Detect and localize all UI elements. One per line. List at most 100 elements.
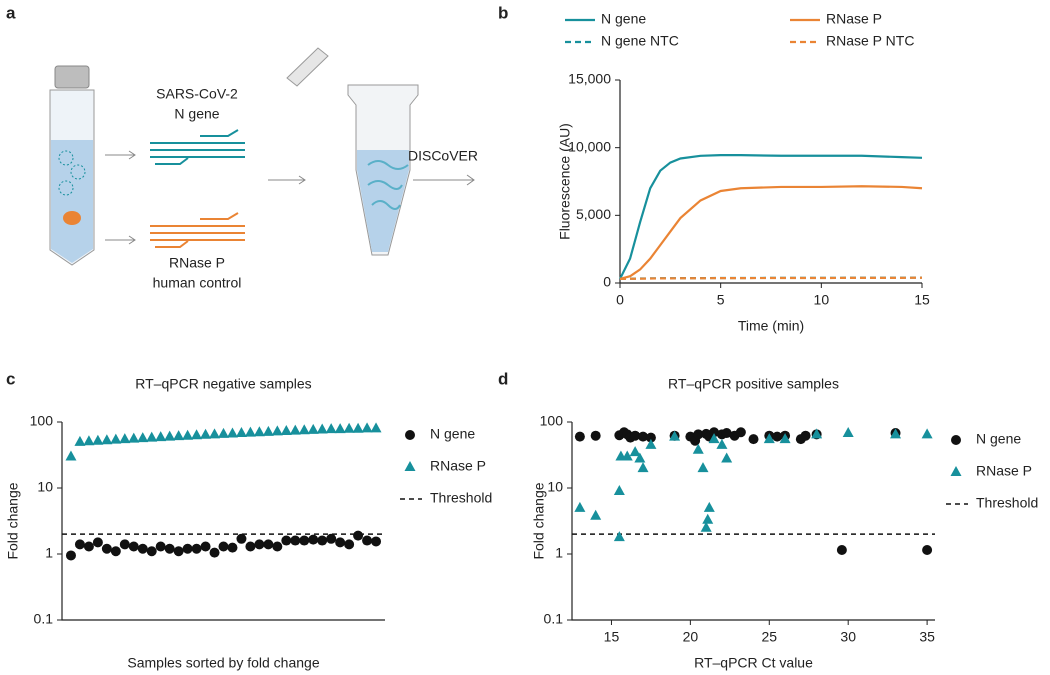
panel-label: b xyxy=(498,3,508,22)
marker xyxy=(299,535,310,546)
chart-title: RT–qPCR negative samples xyxy=(135,376,311,392)
marker xyxy=(110,433,122,444)
y-tick-label: 10 xyxy=(547,479,563,495)
marker xyxy=(629,446,641,457)
marker xyxy=(218,541,229,552)
panel-label: c xyxy=(6,369,15,388)
marker xyxy=(334,423,346,434)
y-tick-label: 1 xyxy=(555,545,563,561)
legend-label: N gene xyxy=(976,431,1021,447)
marker xyxy=(128,541,139,552)
y-tick-label: 10 xyxy=(37,479,53,495)
x-tick-label: 15 xyxy=(604,629,620,645)
marker xyxy=(325,423,337,434)
marker xyxy=(405,430,415,440)
marker xyxy=(630,430,641,441)
marker xyxy=(697,462,709,473)
marker xyxy=(708,433,720,444)
marker xyxy=(692,443,704,454)
marker xyxy=(164,430,176,441)
virus xyxy=(70,164,86,180)
marker xyxy=(289,424,301,435)
marker xyxy=(83,541,94,552)
marker xyxy=(119,539,130,550)
marker xyxy=(352,422,364,433)
marker xyxy=(74,435,86,446)
marker xyxy=(263,539,274,550)
marker xyxy=(308,534,319,545)
series-line xyxy=(619,276,923,281)
marker xyxy=(65,550,76,561)
marker xyxy=(182,429,194,440)
marker xyxy=(716,438,728,449)
x-axis-label: RT–qPCR Ct value xyxy=(694,655,813,671)
marker xyxy=(735,427,746,438)
marker xyxy=(748,434,759,445)
marker xyxy=(164,543,175,554)
arrow xyxy=(268,175,306,185)
tube-lid xyxy=(286,47,329,87)
marker xyxy=(621,450,633,461)
legend-label: N gene xyxy=(430,426,475,442)
marker xyxy=(146,431,158,442)
legend-label: RNase P xyxy=(826,11,882,27)
panel-label: a xyxy=(6,3,16,22)
marker xyxy=(281,535,292,546)
marker xyxy=(404,461,416,471)
marker xyxy=(326,533,337,544)
legend-label: Threshold xyxy=(430,490,492,506)
marker xyxy=(353,530,364,541)
x-tick-label: 5 xyxy=(717,292,725,308)
x-tick-label: 20 xyxy=(683,629,699,645)
marker xyxy=(362,535,373,546)
panel-label: d xyxy=(498,369,508,388)
marker xyxy=(235,427,247,438)
legend-label: RNase P xyxy=(430,458,486,474)
marker xyxy=(951,435,961,445)
x-axis-label: Time (min) xyxy=(738,318,804,334)
y-axis-label: Fold change xyxy=(531,482,547,559)
y-tick-label: 0.1 xyxy=(544,611,564,627)
legend-label: N gene NTC xyxy=(601,33,679,49)
tube-liquid xyxy=(51,140,93,263)
method-label: DISCoVER xyxy=(408,148,478,164)
marker xyxy=(253,426,265,437)
y-tick-label: 10,000 xyxy=(568,138,611,154)
marker xyxy=(344,539,355,550)
marker xyxy=(613,485,625,496)
marker xyxy=(173,546,184,557)
rnase-dna xyxy=(150,225,245,241)
marker xyxy=(101,543,112,554)
marker xyxy=(316,423,328,434)
marker xyxy=(361,422,373,433)
x-tick-label: 15 xyxy=(914,292,930,308)
diagram: SARS-CoV-2 N gene RNase P human control … xyxy=(49,47,478,291)
marker xyxy=(890,428,902,439)
marker xyxy=(137,432,149,443)
marker xyxy=(634,452,646,463)
marker xyxy=(842,427,854,438)
marker xyxy=(669,430,681,441)
marker xyxy=(209,547,220,558)
marker xyxy=(709,427,720,438)
marker xyxy=(191,543,202,554)
diagram-label: N gene xyxy=(174,106,219,122)
virus xyxy=(58,150,74,166)
cell xyxy=(63,211,81,225)
marker xyxy=(922,544,933,555)
axis xyxy=(61,422,385,621)
marker xyxy=(110,546,121,557)
x-tick-label: 30 xyxy=(840,629,856,645)
marker xyxy=(307,423,319,434)
y-axis-label: Fold change xyxy=(5,482,21,559)
marker xyxy=(182,543,193,554)
marker xyxy=(128,432,140,443)
y-tick-label: 1 xyxy=(45,545,53,561)
tube-cap xyxy=(54,65,90,89)
marker xyxy=(800,430,811,441)
legend-label: RNase P xyxy=(976,463,1032,479)
n-gene-dna xyxy=(150,142,245,158)
marker xyxy=(721,428,732,439)
x-tick-label: 10 xyxy=(814,292,830,308)
